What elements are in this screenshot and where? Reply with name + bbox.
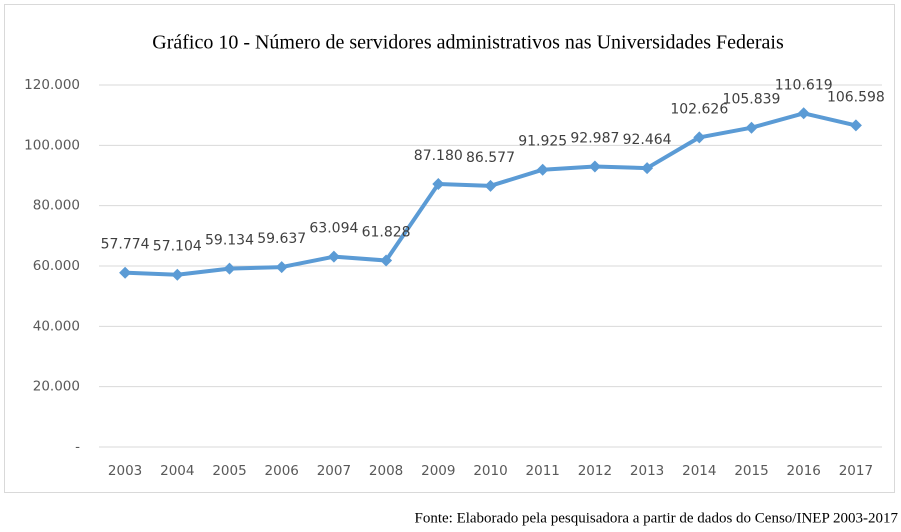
marker <box>693 131 706 144</box>
x-tick-label: 2003 <box>108 463 142 479</box>
data-label: 86.577 <box>466 150 515 166</box>
x-tick-label: 2005 <box>212 463 246 479</box>
x-tick-label: 2012 <box>578 463 612 479</box>
data-label: 106.598 <box>827 89 885 105</box>
source-note: Fonte: Elaborado pela pesquisadora a par… <box>414 510 898 526</box>
marker <box>119 266 132 279</box>
marker <box>797 107 810 120</box>
marker <box>536 163 549 176</box>
marker <box>380 254 393 267</box>
data-label: 57.104 <box>153 239 202 255</box>
x-tick-label: 2011 <box>526 463 560 479</box>
x-tick-label: 2004 <box>160 463 194 479</box>
x-tick-label: 2007 <box>317 463 351 479</box>
x-tick-label: 2017 <box>839 463 873 479</box>
x-tick-label: 2013 <box>630 463 664 479</box>
data-label: 57.774 <box>101 237 150 253</box>
marker <box>641 162 654 175</box>
y-tick-label: 80.000 <box>33 198 80 214</box>
chart-frame <box>4 4 895 493</box>
y-tick-label: 40.000 <box>33 318 80 334</box>
marker <box>484 179 497 192</box>
y-tick-label: 20.000 <box>33 379 80 395</box>
marker <box>588 160 601 173</box>
marker <box>432 178 445 191</box>
data-label: 105.839 <box>723 92 781 108</box>
marker <box>849 119 862 132</box>
x-tick-label: 2009 <box>421 463 455 479</box>
marker <box>275 261 288 274</box>
data-label: 59.637 <box>257 231 306 247</box>
y-tick-label: - <box>75 439 80 455</box>
data-label: 59.134 <box>205 233 254 249</box>
x-tick-label: 2010 <box>473 463 507 479</box>
x-tick-label: 2014 <box>682 463 716 479</box>
marker <box>223 262 236 275</box>
data-label: 92.987 <box>570 130 619 146</box>
data-label: 110.619 <box>775 77 833 93</box>
marker <box>327 250 340 263</box>
x-tick-label: 2016 <box>787 463 821 479</box>
data-label: 92.464 <box>623 132 672 148</box>
data-label: 102.626 <box>670 101 728 117</box>
data-label: 91.925 <box>518 134 567 150</box>
x-tick-label: 2008 <box>369 463 403 479</box>
y-tick-label: 60.000 <box>33 258 80 274</box>
y-tick-label: 100.000 <box>24 137 80 153</box>
data-label: 87.180 <box>414 148 463 164</box>
data-label: 63.094 <box>309 221 358 237</box>
x-tick-label: 2006 <box>265 463 299 479</box>
chart-title: Gráfico 10 - Número de servidores admini… <box>152 32 784 54</box>
data-label: 61.828 <box>362 224 411 240</box>
y-tick-label: 120.000 <box>24 77 80 93</box>
x-tick-label: 2015 <box>734 463 768 479</box>
marker <box>745 121 758 134</box>
marker <box>171 268 184 281</box>
